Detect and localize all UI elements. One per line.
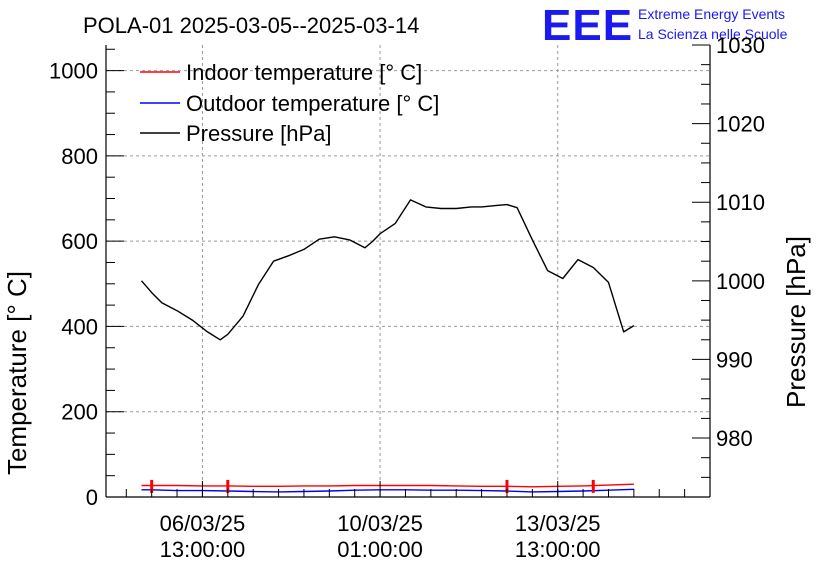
ticks: 0 200 400 600 800 1000 980 990 1000 1010 1020 1030 0… xyxy=(49,33,765,562)
grid xyxy=(106,45,710,497)
y2-tick-label: 1030 xyxy=(716,33,765,58)
logo-letters: EEE xyxy=(542,1,633,50)
x-tick-label-time: 13:00:00 xyxy=(515,537,601,562)
x-tick-label-date: 06/03/25 xyxy=(160,511,246,536)
y-tick-label: 600 xyxy=(61,229,98,254)
y2-tick-label: 980 xyxy=(716,426,753,451)
x-tick-label-time: 01:00:00 xyxy=(337,537,423,562)
y2-tick-label: 990 xyxy=(716,347,753,372)
logo-line-2: La Scienza nelle Scuole xyxy=(638,26,788,42)
eee-logo: EEE Extreme Energy Events La Scienza nel… xyxy=(542,1,788,50)
legend-label-outdoor: Outdoor temperature [° C] xyxy=(186,91,439,116)
logo-line-1: Extreme Energy Events xyxy=(638,6,785,22)
x-tick-label-date: 13/03/25 xyxy=(515,511,601,536)
axes xyxy=(105,45,711,498)
x-tick-label-time: 13:00:00 xyxy=(160,537,246,562)
legend: Indoor temperature [° C] Outdoor tempera… xyxy=(140,60,439,146)
series-outdoor-temperature xyxy=(141,488,634,493)
legend-label-indoor: Indoor temperature [° C] xyxy=(186,60,422,85)
series-layer xyxy=(140,199,635,493)
series-indoor-temperature xyxy=(141,483,634,488)
y-tick-label: 0 xyxy=(86,485,98,510)
y-tick-label: 800 xyxy=(61,144,98,169)
legend-label-pressure: Pressure [hPa] xyxy=(186,121,332,146)
y-tick-label: 400 xyxy=(61,314,98,339)
y-axis-title: Temperature [° C] xyxy=(2,271,32,475)
y2-tick-label: 1010 xyxy=(716,190,765,215)
y-tick-label: 200 xyxy=(61,400,98,425)
y2-tick-label: 1020 xyxy=(716,112,765,137)
y2-axis-title: Pressure [hPa] xyxy=(781,236,811,408)
x-tick-label-date: 10/03/25 xyxy=(337,511,423,536)
y-tick-label: 1000 xyxy=(49,59,98,84)
chart-title: POLA-01 2025-03-05--2025-03-14 xyxy=(83,13,419,38)
series-pressure xyxy=(140,199,635,341)
y2-tick-label: 1000 xyxy=(716,269,765,294)
